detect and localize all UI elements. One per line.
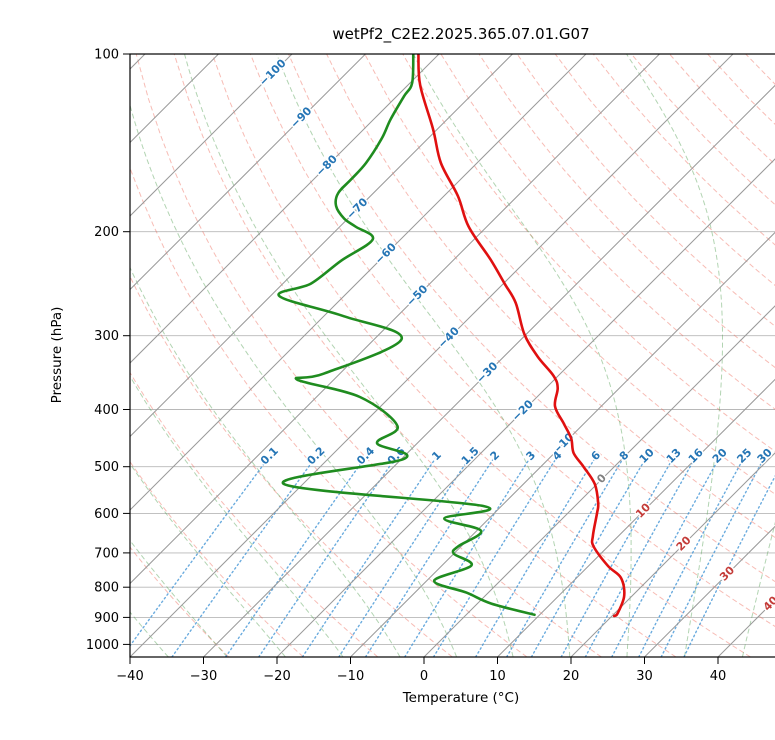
mixing-ratio-label-6: 6 [589, 448, 604, 463]
mixing-ratio-labels: 0.10.20.40.611.52346810131620253036 [258, 444, 775, 467]
y-tick-label: 800 [94, 581, 119, 596]
moist-adiabats [40, 54, 775, 657]
isotherms [40, 54, 775, 657]
dry-adiabats [40, 54, 775, 657]
y-tick-label: 400 [94, 403, 119, 418]
x-axis: −40−30−20−1001020304050 [116, 657, 775, 684]
x-tick-label: −30 [190, 669, 217, 684]
mixing-ratio-label-1: 1 [429, 449, 444, 464]
y-tick-label: 600 [94, 507, 119, 522]
y-tick-label: 900 [94, 611, 119, 626]
mixing-ratio-label-10: 10 [637, 446, 657, 466]
y-tick-label: 200 [94, 225, 119, 240]
mixing-ratio-label-16: 16 [686, 446, 706, 466]
skewt-figure: wetPf2_C2E2.2025.365.07.01.G07 Pressure … [40, 16, 775, 724]
mixing-ratio-label-0.2: 0.2 [305, 444, 328, 467]
y-tick-label: 700 [94, 546, 119, 561]
y-tick-label: 100 [94, 48, 119, 63]
x-tick-label: −10 [337, 669, 364, 684]
y-axis: 100 200 300 400 500 600 700 800 900 1000 [86, 48, 130, 653]
x-tick-label: −20 [263, 669, 290, 684]
mixing-ratio-label-1.5: 1.5 [459, 444, 482, 467]
mixing-ratio-lines [122, 456, 775, 657]
x-tick-label: 10 [489, 669, 506, 684]
x-tick-label: 0 [420, 669, 428, 684]
isotherm-label-40: 40 [761, 593, 775, 613]
y-tick-label: 500 [94, 460, 119, 475]
x-tick-label: 40 [710, 669, 727, 684]
pressure-gridlines [130, 54, 775, 644]
x-tick-label: −40 [116, 669, 143, 684]
y-tick-label: 1000 [86, 638, 119, 653]
mixing-ratio-label-8: 8 [617, 449, 632, 464]
skewt-plot: −100−90−80−70−60−50−40−30−20−10010203040… [40, 16, 775, 724]
x-tick-label: 20 [563, 669, 580, 684]
mixing-ratio-label-0.1: 0.1 [258, 444, 281, 467]
x-tick-label: 30 [636, 669, 653, 684]
y-tick-label: 300 [94, 329, 119, 344]
mixing-ratio-label-13: 13 [664, 446, 684, 466]
mixing-ratio-label-25: 25 [734, 446, 754, 466]
mixing-ratio-label-2: 2 [488, 449, 503, 464]
